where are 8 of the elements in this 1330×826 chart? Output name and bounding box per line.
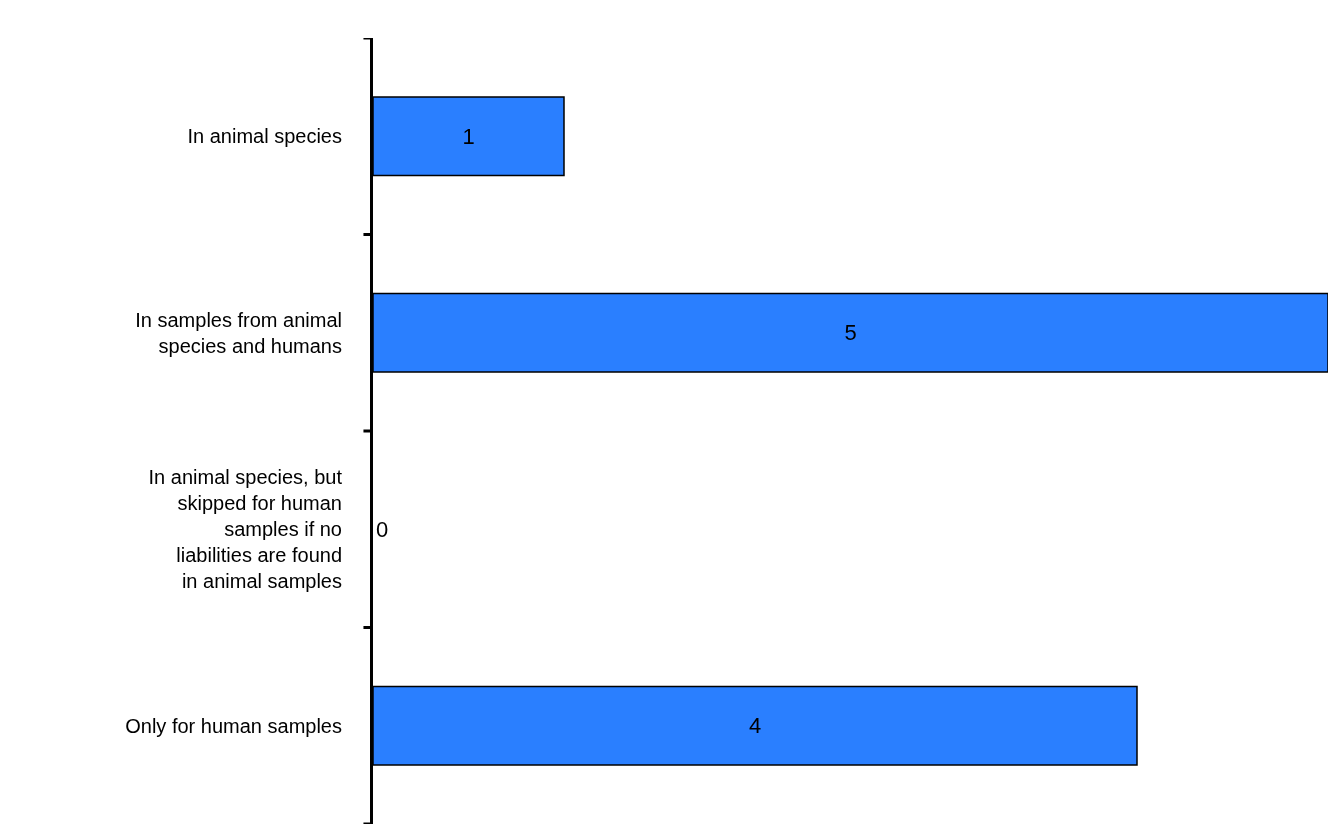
data-label: 0 xyxy=(376,516,389,542)
data-label: 4 xyxy=(748,713,762,739)
y-tick-label: In animal species, but skipped for human samples if no liabilities are found in animal samples xyxy=(148,466,343,593)
y-tick-label: Only for human samples xyxy=(125,714,342,737)
data-label: 5 xyxy=(844,320,857,346)
y-tick-label: In samples from animal species and humans xyxy=(135,308,342,357)
data-label: 1 xyxy=(462,123,475,149)
y-tick-label: In animal species xyxy=(187,125,342,148)
